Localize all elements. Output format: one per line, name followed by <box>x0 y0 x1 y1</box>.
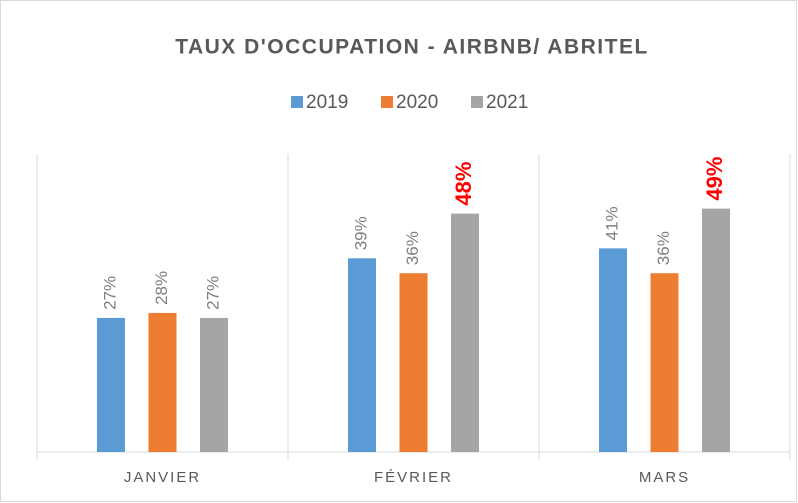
legend-label: 2021 <box>486 92 528 113</box>
bar <box>399 273 428 452</box>
x-tick-label: FÉVRIER <box>374 469 453 486</box>
data-label: 36% <box>654 231 673 265</box>
bar <box>97 317 125 452</box>
bar <box>599 248 627 452</box>
legend-swatch <box>471 96 483 108</box>
legend-swatch <box>381 96 393 108</box>
data-label: 28% <box>152 271 171 305</box>
data-label: 36% <box>403 231 422 265</box>
data-label: 41% <box>602 206 621 240</box>
legend-label: 2019 <box>306 92 348 113</box>
x-tick-label: MARS <box>639 469 690 486</box>
bar <box>650 273 679 452</box>
data-label: 39% <box>351 216 370 250</box>
data-label: 27% <box>203 276 222 310</box>
legend-label: 2020 <box>396 92 438 113</box>
bar <box>348 258 376 452</box>
bar <box>702 208 730 452</box>
data-label: 27% <box>100 276 119 310</box>
bar <box>451 213 479 452</box>
bar <box>148 312 177 452</box>
x-tick-label: JANVIER <box>124 469 201 486</box>
legend-swatch <box>291 96 303 108</box>
data-label: 49% <box>702 157 727 201</box>
chart-title: TAUX D'OCCUPATION - AIRBNB/ ABRITEL <box>175 36 649 59</box>
bar <box>200 317 228 452</box>
data-label: 48% <box>451 162 476 206</box>
